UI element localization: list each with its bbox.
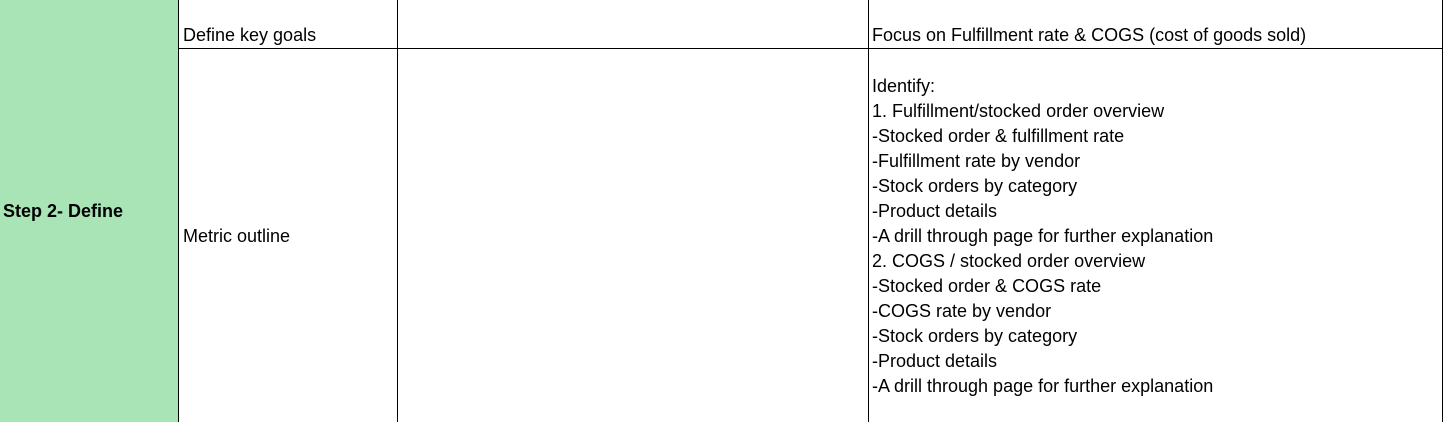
task-label: Define key goals: [183, 25, 317, 45]
note-line: -A drill through page for further explan…: [872, 376, 1214, 396]
note-line: -Stock orders by category: [872, 326, 1078, 346]
note-line: -Product details: [872, 351, 998, 371]
step-cell[interactable]: Step 2- Define: [0, 0, 179, 422]
task-label: Metric outline: [183, 226, 291, 246]
note-line: Identify:: [872, 76, 936, 96]
note-line: 1. Fulfillment/stocked order overview: [872, 101, 1165, 121]
cell-task-metric-outline[interactable]: Metric outline: [179, 49, 398, 422]
cell-task-define-key-goals[interactable]: Define key goals: [179, 0, 398, 49]
note-line: -Stock orders by category: [872, 176, 1078, 196]
step-label: Step 2- Define: [3, 200, 124, 221]
note-line: -A drill through page for further explan…: [872, 226, 1214, 246]
note-text: Focus on Fulfillment rate & COGS (cost o…: [872, 25, 1307, 45]
cell-empty-row2[interactable]: [398, 49, 869, 422]
note-line: -COGS rate by vendor: [872, 301, 1052, 321]
note-line: -Stocked order & fulfillment rate: [872, 126, 1125, 146]
note-line: -Product details: [872, 201, 998, 221]
note-line: 2. COGS / stocked order overview: [872, 251, 1146, 271]
note-line: -Stocked order & COGS rate: [872, 276, 1102, 296]
cell-note-define-key-goals[interactable]: Focus on Fulfillment rate & COGS (cost o…: [869, 0, 1443, 49]
note-line: -Fulfillment rate by vendor: [872, 151, 1081, 171]
cell-empty-row1[interactable]: [398, 0, 869, 49]
cell-note-metric-outline[interactable]: Identify: 1. Fulfillment/stocked order o…: [869, 49, 1443, 422]
